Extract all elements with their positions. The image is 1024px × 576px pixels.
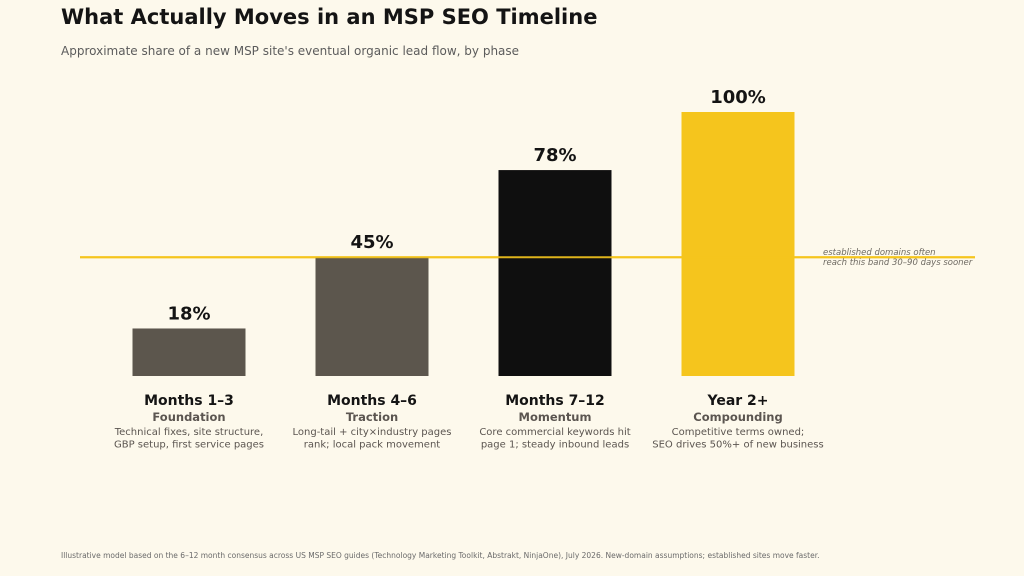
- bar: [681, 112, 795, 376]
- phase-description: SEO drives 50%+ of new business: [652, 440, 823, 451]
- phase-name-label: Traction: [346, 410, 398, 424]
- category-label: Months 1–3: [144, 393, 234, 409]
- phase-name-label: Foundation: [152, 410, 225, 424]
- category-label: Year 2+: [706, 393, 768, 409]
- bar-value-label: 45%: [350, 232, 393, 253]
- phase-description: page 1; steady inbound leads: [481, 440, 629, 451]
- phase-description: Technical fixes, site structure,: [114, 427, 264, 438]
- bar-value-label: 18%: [167, 303, 210, 324]
- reference-annotation: established domains often: [823, 248, 936, 258]
- phase-description: Long-tail + city×industry pages: [293, 427, 452, 438]
- phase-name-label: Compounding: [693, 410, 782, 424]
- bar-value-label: 100%: [710, 87, 766, 108]
- phase-description: Core commercial keywords hit: [479, 427, 630, 438]
- footer-note: Illustrative model based on the 6–12 mon…: [61, 551, 820, 560]
- chart-title: What Actually Moves in an MSP SEO Timeli…: [61, 5, 598, 29]
- phase-description: GBP setup, first service pages: [114, 440, 264, 451]
- phase-name-label: Momentum: [519, 410, 592, 424]
- phase-description: rank; local pack movement: [304, 440, 441, 451]
- reference-annotation: reach this band 30–90 days sooner: [823, 258, 973, 268]
- category-label: Months 4–6: [327, 393, 417, 409]
- category-label: Months 7–12: [505, 393, 605, 409]
- bar-value-label: 78%: [533, 145, 576, 166]
- bar: [498, 170, 612, 376]
- phase-description: Competitive terms owned;: [672, 427, 805, 438]
- bar: [132, 328, 246, 376]
- chart-subtitle: Approximate share of a new MSP site's ev…: [61, 44, 520, 58]
- bar: [315, 257, 429, 376]
